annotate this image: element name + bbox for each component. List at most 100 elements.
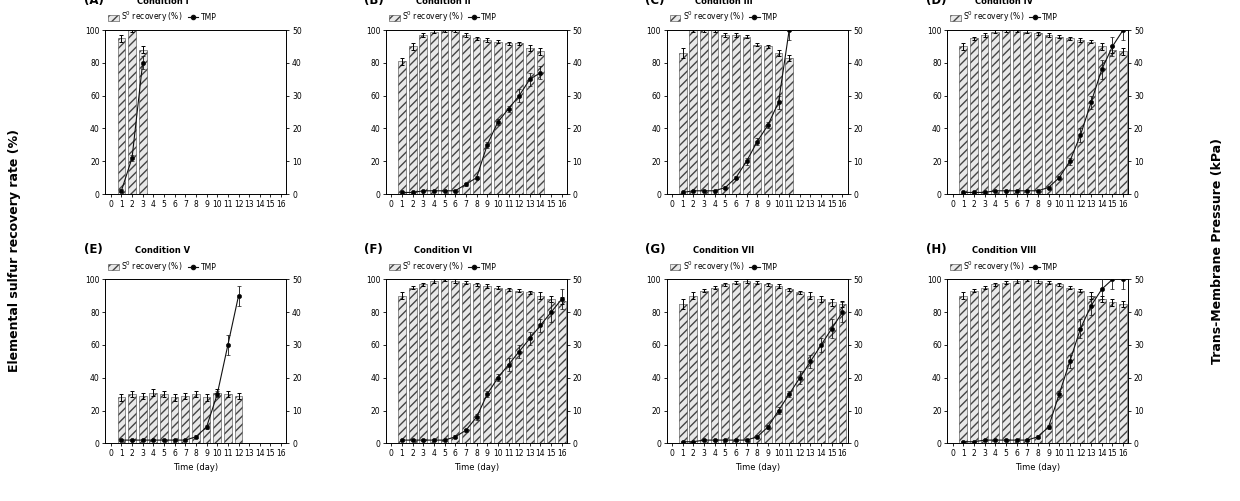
Bar (689, 296, 697, 443)
Bar (981, 288, 988, 443)
Bar (537, 296, 544, 443)
Bar (171, 397, 179, 443)
Text: Elemental sulfur recovery rate (%): Elemental sulfur recovery rate (%) (9, 129, 21, 372)
Bar (960, 47, 967, 194)
Text: (G): (G) (645, 243, 666, 257)
Bar (722, 35, 729, 194)
Bar (451, 30, 459, 194)
Bar (960, 296, 967, 443)
Text: (F): (F) (365, 243, 383, 257)
Bar (451, 281, 459, 443)
Bar (711, 30, 718, 194)
Legend: S$^0$ recovery (%), TMP: S$^0$ recovery (%), TMP (947, 0, 1061, 28)
Bar (678, 304, 687, 443)
Bar (722, 284, 729, 443)
Bar (764, 47, 771, 194)
Bar (1066, 288, 1074, 443)
Bar (139, 50, 146, 194)
Bar (472, 284, 480, 443)
X-axis label: Time (day): Time (day) (734, 463, 780, 472)
Bar (807, 296, 815, 443)
Text: (H): (H) (925, 243, 946, 257)
Bar (1044, 283, 1053, 443)
Bar (1013, 30, 1021, 194)
Bar (234, 396, 242, 443)
Bar (128, 30, 136, 194)
Bar (224, 394, 232, 443)
Bar (1087, 42, 1095, 194)
Bar (150, 393, 157, 443)
Bar (732, 35, 740, 194)
Bar (128, 394, 136, 443)
Bar (463, 35, 470, 194)
Bar (558, 301, 565, 443)
Bar (701, 30, 708, 194)
Bar (213, 393, 221, 443)
Legend: S$^0$ recovery (%), TMP: S$^0$ recovery (%), TMP (105, 0, 219, 28)
Bar (970, 291, 978, 443)
Bar (118, 38, 125, 194)
Bar (754, 283, 761, 443)
Bar (430, 281, 438, 443)
Bar (992, 32, 999, 194)
Bar (203, 397, 211, 443)
Legend: S$^0$ recovery (%), TMP: S$^0$ recovery (%), TMP (667, 243, 781, 277)
Bar (484, 40, 491, 194)
Bar (398, 296, 405, 443)
Bar (1055, 284, 1063, 443)
Bar (1002, 283, 1009, 443)
Bar (472, 38, 480, 194)
Bar (1013, 281, 1021, 443)
Legend: S$^0$ recovery (%), TMP: S$^0$ recovery (%), TMP (667, 0, 781, 28)
Bar (1002, 30, 1009, 194)
Bar (505, 289, 512, 443)
Bar (1023, 32, 1030, 194)
X-axis label: Time (day): Time (day) (454, 463, 500, 472)
Legend: S$^0$ recovery (%), TMP: S$^0$ recovery (%), TMP (386, 243, 500, 277)
Bar (1076, 291, 1084, 443)
Bar (701, 291, 708, 443)
Text: (A): (A) (83, 0, 104, 7)
Bar (1066, 38, 1074, 194)
Bar (139, 396, 146, 443)
Bar (192, 394, 200, 443)
Text: (C): (C) (645, 0, 665, 7)
Text: (E): (E) (83, 243, 103, 257)
Bar (992, 284, 999, 443)
Bar (409, 288, 417, 443)
Bar (743, 37, 750, 194)
Bar (1120, 52, 1127, 194)
Bar (516, 291, 523, 443)
Bar (547, 299, 556, 443)
Bar (764, 284, 771, 443)
Bar (1023, 280, 1030, 443)
Bar (1044, 35, 1053, 194)
Bar (419, 284, 427, 443)
Bar (118, 397, 125, 443)
Bar (732, 283, 740, 443)
Legend: S$^0$ recovery (%), TMP: S$^0$ recovery (%), TMP (105, 243, 219, 277)
Bar (754, 45, 761, 194)
Bar (775, 286, 782, 443)
Bar (1120, 304, 1127, 443)
Bar (1034, 281, 1042, 443)
Bar (1097, 299, 1106, 443)
Bar (398, 61, 405, 194)
Bar (796, 293, 804, 443)
Bar (484, 286, 491, 443)
Legend: S$^0$ recovery (%), TMP: S$^0$ recovery (%), TMP (386, 0, 500, 28)
Bar (1076, 40, 1084, 194)
Bar (743, 281, 750, 443)
Bar (526, 48, 533, 194)
Bar (1109, 302, 1116, 443)
Text: (B): (B) (365, 0, 384, 7)
Bar (430, 32, 438, 194)
Bar (505, 43, 512, 194)
Bar (1087, 296, 1095, 443)
Bar (181, 396, 190, 443)
Bar (526, 293, 533, 443)
Bar (711, 288, 718, 443)
Bar (828, 302, 836, 443)
Bar (494, 288, 502, 443)
Bar (1034, 34, 1042, 194)
